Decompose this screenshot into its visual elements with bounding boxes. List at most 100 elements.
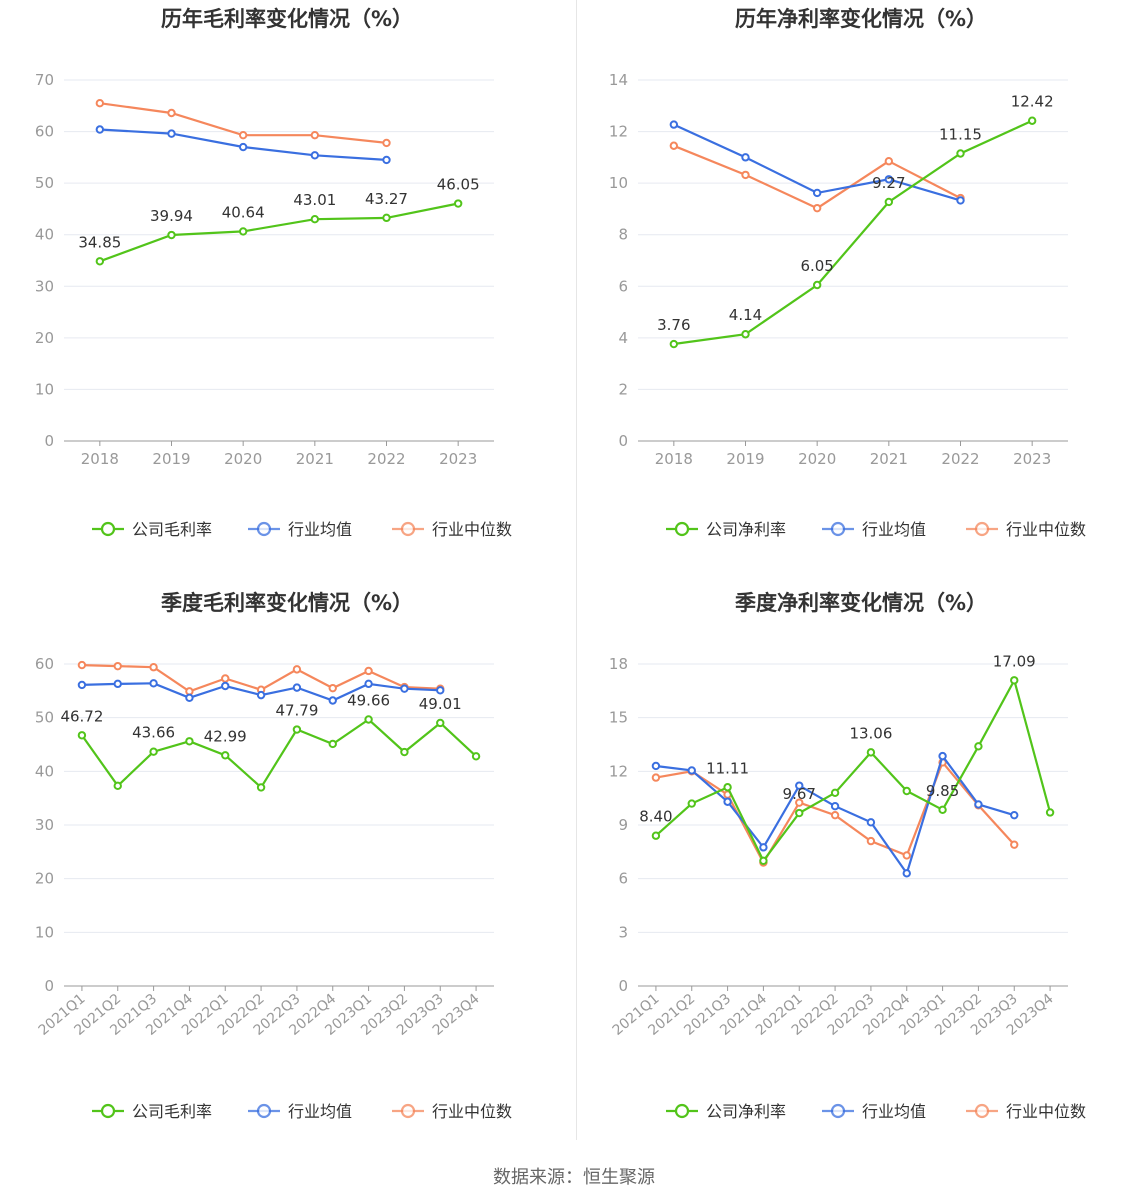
- data-point-median: [866, 836, 876, 846]
- y-tick-label: 10: [35, 380, 54, 398]
- y-tick-label: 14: [609, 71, 628, 89]
- data-point-avg: [669, 120, 679, 129]
- series-line-company: [673, 119, 1033, 346]
- data-label: 42.99: [204, 727, 247, 745]
- data-point-company: [938, 805, 947, 814]
- y-tick-label: 50: [35, 709, 54, 727]
- data-point-company: [113, 781, 122, 791]
- data-label: 9.85: [926, 782, 959, 800]
- chart-panel-quarterly-gross: 季度毛利率变化情况（%） 0 10 20 30 40 50 60 2021Q1 2021Q2 202…: [0, 584, 574, 1168]
- data-point-company: [1010, 676, 1019, 685]
- series-line-company: [655, 677, 1052, 863]
- y-tick-label: 6: [618, 870, 628, 888]
- data-label: 43.66: [132, 724, 175, 742]
- legend-label: 行业中位数: [432, 520, 512, 539]
- data-point-company: [974, 742, 983, 751]
- data-point-median: [812, 203, 822, 213]
- data-label: 12.42: [1011, 93, 1054, 111]
- data-label: 39.94: [150, 207, 193, 225]
- data-point-company: [795, 808, 804, 818]
- x-tick-label: 2023: [439, 450, 477, 468]
- data-point-company: [328, 739, 337, 749]
- y-tick-label: 40: [35, 762, 54, 780]
- data-label: 46.72: [60, 707, 103, 725]
- series-line-company: [99, 202, 459, 263]
- chart-title: 季度净利率变化情况（%）: [735, 591, 987, 615]
- data-label: 34.85: [78, 233, 121, 251]
- data-point-avg: [741, 153, 750, 162]
- x-tick-label: 2020: [798, 450, 836, 468]
- data-point-median: [310, 130, 320, 140]
- x-tick-label: 2020: [224, 450, 262, 468]
- legend-item-avg: 行业均值: [248, 1102, 352, 1121]
- data-point-avg: [310, 151, 320, 160]
- legend-marker: [400, 1103, 416, 1119]
- chart-title: 季度毛利率变化情况（%）: [161, 591, 413, 615]
- chart-panel-quarterly-net: 季度净利率变化情况（%） 0 3 6 9 12 15 18 2021Q1 2021Q2 2021Q3…: [574, 584, 1148, 1168]
- data-point-avg: [382, 155, 391, 165]
- legend-label: 行业中位数: [1006, 1102, 1086, 1121]
- data-point-avg: [292, 683, 302, 692]
- data-label: 49.66: [347, 691, 390, 709]
- data-point-company: [651, 831, 661, 840]
- legend-marker: [674, 521, 690, 537]
- data-point-median: [185, 687, 194, 696]
- data-label: 4.14: [729, 306, 762, 324]
- chart-annual-gross: 历年毛利率变化情况（%） 0 10 20 30 40 50 60 70 2018 2019 2020 2…: [35, 7, 512, 539]
- legend-marker: [100, 1103, 116, 1119]
- data-point-median: [95, 99, 105, 108]
- x-tick-label: 2023: [1013, 450, 1051, 468]
- data-point-company: [77, 731, 87, 740]
- data-point-avg: [974, 800, 983, 809]
- data-label: 43.01: [293, 191, 336, 209]
- y-tick-label: 10: [35, 923, 54, 941]
- data-point-company: [884, 197, 894, 207]
- data-point-company: [471, 752, 481, 761]
- data-label: 6.05: [800, 257, 833, 275]
- data-point-avg: [328, 696, 337, 705]
- data-point-company: [723, 783, 732, 792]
- y-tick-label: 0: [44, 432, 54, 450]
- y-tick-label: 10: [609, 174, 628, 192]
- legend-marker: [256, 521, 272, 537]
- chart-annual-net: 历年净利率变化情况（%） 0 2 4 6 8 10 12 14 2018 2019 2020 2021 2…: [609, 7, 1086, 539]
- data-point-avg: [687, 766, 696, 775]
- data-point-avg: [884, 175, 894, 184]
- y-tick-label: 6: [618, 277, 628, 295]
- legend-label: 公司毛利率: [132, 1102, 212, 1121]
- y-tick-label: 0: [44, 977, 54, 995]
- data-point-company: [687, 799, 696, 808]
- data-point-company: [741, 330, 750, 339]
- data-point-company: [292, 725, 302, 734]
- data-point-avg: [400, 684, 409, 693]
- data-point-company: [669, 339, 679, 349]
- data-point-company: [812, 280, 822, 290]
- series-line-company: [81, 718, 477, 790]
- legend-marker: [400, 521, 416, 537]
- data-label: 3.76: [657, 316, 690, 334]
- data-label: 49.01: [419, 695, 462, 713]
- data-label: 47.79: [275, 702, 318, 720]
- data-point-avg: [866, 818, 876, 827]
- data-point-median: [1010, 840, 1019, 849]
- y-tick-label: 40: [35, 226, 54, 244]
- legend-marker: [974, 1103, 990, 1119]
- data-point-median: [113, 661, 122, 671]
- data-point-company: [956, 149, 965, 158]
- data-point-avg: [185, 693, 194, 703]
- y-tick-label: 70: [35, 71, 54, 89]
- data-label: 13.06: [849, 724, 892, 742]
- legend-label: 行业均值: [862, 520, 926, 539]
- legend-label: 公司净利率: [706, 1102, 786, 1121]
- legend-label: 行业中位数: [432, 1102, 512, 1121]
- data-point-median: [741, 170, 750, 180]
- series-line-median: [673, 144, 962, 210]
- data-point-avg: [221, 681, 230, 691]
- data-point-company: [453, 199, 463, 208]
- x-tick-label: 2021: [870, 450, 908, 468]
- data-point-company: [185, 737, 194, 746]
- data-point-avg: [238, 142, 248, 152]
- data-label: 43.27: [365, 190, 408, 208]
- data-point-company: [310, 214, 320, 224]
- data-point-company: [830, 788, 840, 798]
